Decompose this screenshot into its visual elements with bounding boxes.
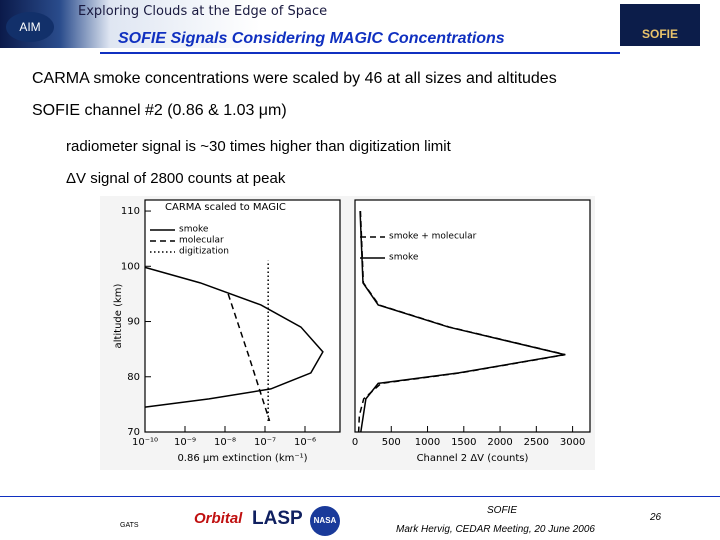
banner: Exploring Clouds at the Edge of Space [78,4,328,19]
title-rule [100,52,620,54]
legend-label: molecular [179,236,224,246]
x-axis-label: Channel 2 ΔV (counts) [417,453,529,464]
bullet: CARMA smoke concentrations were scaled b… [32,70,557,87]
sofie-logo: SOFIE [620,4,700,46]
sub-bullet: radiometer signal is ~30 times higher th… [66,138,451,155]
footer-credit: Mark Hervig, CEDAR Meeting, 20 June 2006 [396,524,595,535]
x-tick-label: 10⁻⁸ [214,437,236,448]
y-tick-label: 80 [127,372,140,383]
footer-logo: LASP [252,508,303,529]
x-tick-label: 500 [382,437,401,448]
x-tick-label: 2000 [487,437,512,448]
legend-label: digitization [179,247,229,257]
y-axis-label: altitude (km) [113,283,124,348]
y-tick-label: 110 [121,206,140,217]
plot-title: CARMA scaled to MAGIC [165,202,286,213]
footer-rule [0,496,720,497]
series-line [144,266,324,408]
x-axis-label: 0.86 μm extinction (km⁻¹) [177,453,307,464]
y-tick-label: 100 [121,261,140,272]
legend-label: smoke + molecular [389,232,477,242]
page-number: 26 [650,512,662,523]
x-tick-label: 0 [352,437,358,448]
header-band [0,0,620,48]
legend-label: smoke [179,225,209,235]
sub-bullet: ΔV signal of 2800 counts at peak [66,170,286,187]
plot-frame [144,199,341,433]
y-tick-label: 90 [127,317,140,328]
aim-logo: AIM [6,12,54,42]
legend-label: smoke [389,253,419,263]
footer-center: SOFIE [487,505,518,516]
x-tick-label: 2500 [524,437,549,448]
x-tick-label: 10⁻⁶ [294,437,316,448]
footer-logo: Orbital [194,510,243,527]
footer-logo: GATS [120,522,139,529]
series-line [359,211,565,433]
x-tick-label: 3000 [560,437,585,448]
footer-logo: NASA [310,506,340,536]
y-tick-label: 70 [127,427,140,438]
x-tick-label: 10⁻⁹ [174,437,196,448]
x-tick-label: 10⁻¹⁰ [132,437,158,448]
slide-title: SOFIE Signals Considering MAGIC Concentr… [118,30,505,47]
bullet: SOFIE channel #2 (0.86 & 1.03 μm) [32,102,287,119]
x-tick-label: 1000 [415,437,440,448]
x-tick-label: 1500 [451,437,476,448]
series-line [227,293,271,422]
x-tick-label: 10⁻⁷ [254,437,276,448]
plot-frame [354,199,591,433]
